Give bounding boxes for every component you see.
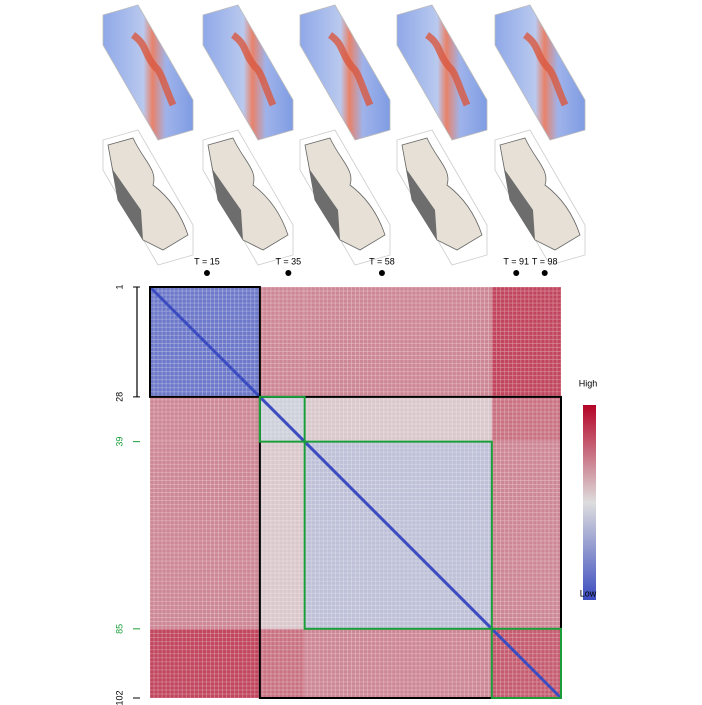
overlay: [148, 285, 563, 700]
heat-block: [304, 396, 492, 442]
cluster-box: [303, 440, 493, 630]
y-tick-label: 39: [114, 437, 124, 447]
time-label: T = 15: [194, 256, 220, 266]
time-label: T = 35: [276, 256, 302, 266]
heat-block: [304, 628, 492, 698]
y-tick-label: 28: [114, 392, 124, 402]
cluster-box: [258, 395, 306, 443]
heat-block: [259, 441, 305, 629]
cluster-box: [258, 395, 562, 699]
heat-block: [259, 287, 305, 397]
time-dot: [203, 270, 210, 276]
time-dot: [285, 270, 292, 276]
colorbar-high: High: [579, 378, 598, 388]
snapshots-field: [103, 5, 585, 140]
time-label: T = 58: [369, 256, 395, 266]
heat-block: [150, 396, 260, 442]
heat-block: [150, 628, 260, 698]
heat-block: [304, 287, 492, 397]
heat-block: [259, 628, 305, 698]
cluster-box: [490, 627, 562, 699]
heat-block: [491, 441, 561, 629]
y-tick-label: 1: [114, 284, 124, 289]
time-dot: [378, 270, 385, 276]
snapshots-surface: [102, 129, 586, 266]
time-label: T = 91: [503, 256, 529, 266]
time-dot: [541, 270, 548, 276]
heat-block: [150, 441, 260, 629]
time-label: T = 98: [532, 256, 558, 266]
colorbar: [583, 405, 596, 600]
time-dot: [513, 270, 520, 276]
heat-block: [491, 396, 561, 442]
colorbar-low: Low: [580, 588, 597, 598]
y-tick-label: 85: [114, 624, 124, 634]
y-tick-label: 102: [114, 690, 124, 705]
heat-block: [491, 287, 561, 397]
cluster-box: [149, 286, 261, 398]
